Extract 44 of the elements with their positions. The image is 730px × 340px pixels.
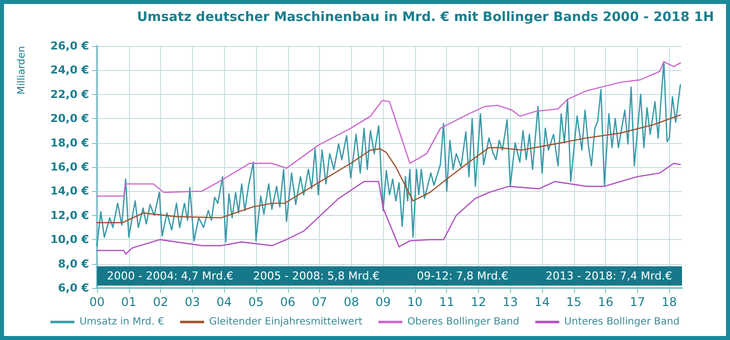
legend-label: Oberes Bollinger Band bbox=[407, 316, 520, 328]
line-series bbox=[96, 114, 682, 224]
y-tick-label: 18,0 € bbox=[50, 136, 89, 150]
y-tick-label: 10,0 € bbox=[50, 233, 89, 246]
x-tick-label: 08 bbox=[344, 295, 359, 309]
legend-label: Gleitender Einjahresmittelwert bbox=[209, 316, 362, 328]
x-tick-label: 15 bbox=[566, 295, 582, 309]
x-tick-label: 16 bbox=[598, 295, 614, 309]
line-series bbox=[96, 61, 682, 197]
x-tick-label: 03 bbox=[184, 295, 200, 309]
annotation: 09-12: 7,8 Mrd.€ bbox=[416, 269, 508, 282]
chart-title: Umsatz deutscher Maschinenbau in Mrd. € mit Bollinger Bands 2000 - 2018 1H bbox=[137, 10, 714, 25]
x-tick-label: 14 bbox=[534, 295, 550, 309]
x-tick-label: 09 bbox=[376, 295, 391, 309]
y-tick-label: 22,0 € bbox=[50, 88, 89, 101]
x-tick-label: 12 bbox=[470, 295, 486, 309]
y-tick-label: 8,0 € bbox=[58, 257, 89, 270]
x-tick-label: 11 bbox=[439, 295, 454, 309]
x-tick-label: 17 bbox=[630, 295, 646, 309]
y-tick-label: 6,0 € bbox=[58, 282, 89, 294]
x-tick-label: 10 bbox=[407, 295, 423, 309]
annotation: 2000 - 2004: 4,7 Mrd.€ bbox=[106, 269, 234, 282]
legend-label: Umsatz in Mrd. € bbox=[79, 316, 164, 328]
x-tick-label: 06 bbox=[280, 295, 296, 309]
line-series bbox=[96, 162, 682, 255]
y-tick-label: 24,0 € bbox=[50, 64, 89, 77]
annotation: 2013 - 2018: 7,4 Mrd.€ bbox=[546, 269, 672, 282]
x-tick-label: 13 bbox=[502, 295, 518, 309]
y-tick-label: 12,0 € bbox=[50, 208, 89, 222]
y-tick-label: 16,0 € bbox=[50, 160, 89, 174]
y-tick-label: 20,0 € bbox=[50, 112, 89, 126]
y-tick-label: 14,0 € bbox=[50, 184, 89, 198]
y-axis-title: Milliarden bbox=[16, 46, 28, 95]
y-tick-label: 26,0 € bbox=[50, 40, 89, 52]
x-tick-label: 05 bbox=[248, 295, 264, 309]
x-tick-label: 07 bbox=[312, 295, 328, 309]
x-tick-label: 18 bbox=[662, 295, 677, 309]
x-tick-label: 00 bbox=[89, 295, 105, 309]
x-tick-label: 01 bbox=[121, 295, 136, 309]
x-tick-label: 02 bbox=[152, 295, 168, 309]
x-tick-label: 04 bbox=[216, 295, 232, 309]
annotation: 2005 - 2008: 5,8 Mrd.€ bbox=[253, 269, 380, 282]
line-series bbox=[96, 61, 682, 246]
legend-label: Unteres Bollinger Band bbox=[564, 316, 680, 328]
